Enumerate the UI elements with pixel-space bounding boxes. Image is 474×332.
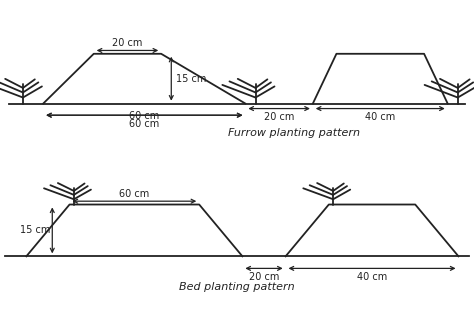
Text: Bed planting pattern: Bed planting pattern [179,282,295,292]
Text: 60 cm: 60 cm [119,189,149,199]
Text: 15 cm: 15 cm [176,74,206,84]
Text: 15 cm: 15 cm [19,225,50,235]
Text: 20 cm: 20 cm [264,112,294,122]
Text: 20 cm: 20 cm [112,38,143,48]
Text: 40 cm: 40 cm [365,112,395,122]
Text: 60 cm: 60 cm [129,111,159,121]
Text: 60 cm: 60 cm [129,119,159,129]
Text: 40 cm: 40 cm [357,272,387,282]
Text: 20 cm: 20 cm [249,272,279,282]
Text: Furrow planting pattern: Furrow planting pattern [228,128,360,138]
